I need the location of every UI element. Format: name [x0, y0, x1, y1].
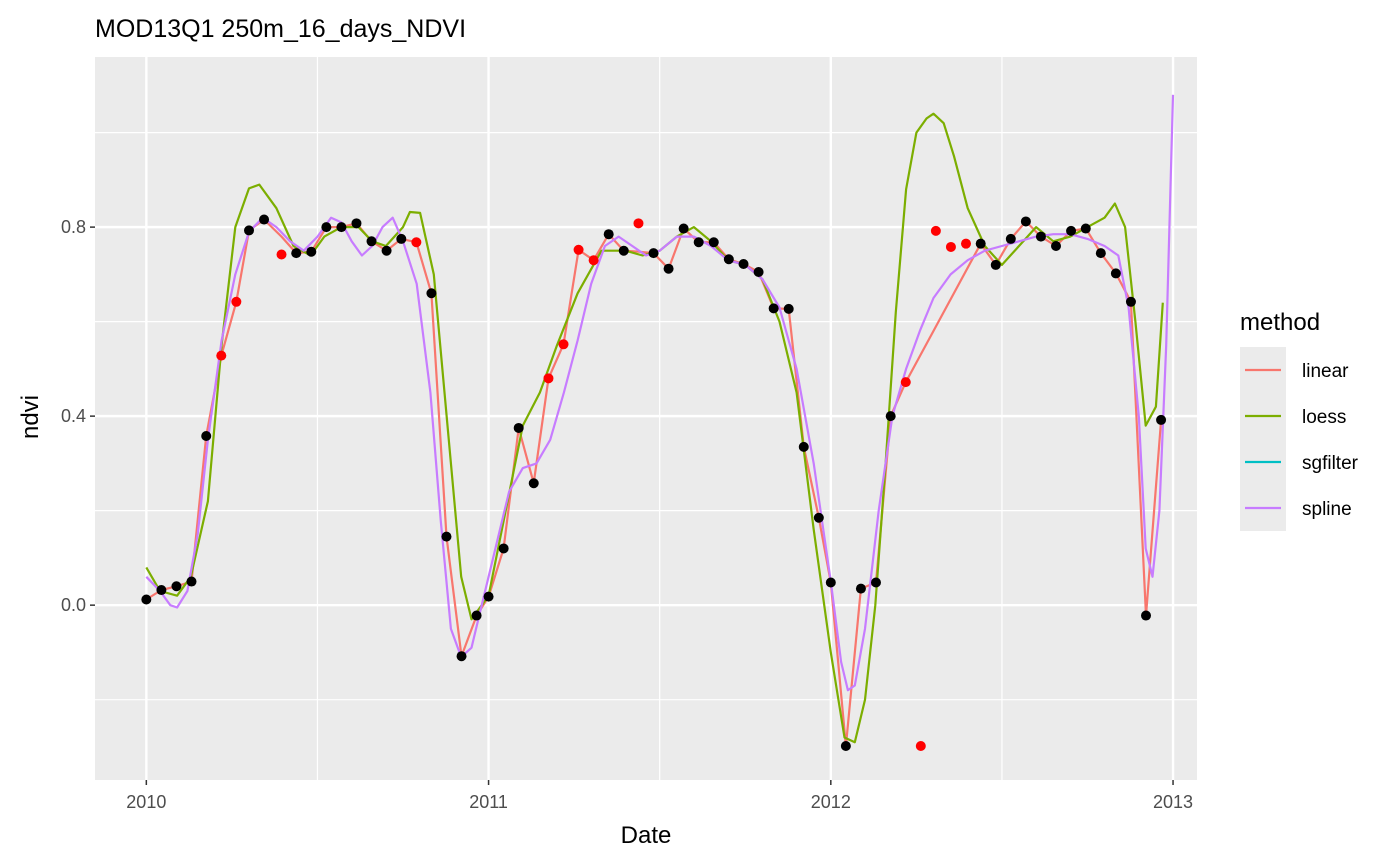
observed-point — [603, 229, 614, 240]
x-axis: 2010 2011 2012 2013 — [126, 780, 1193, 812]
flagged-point — [588, 255, 599, 266]
observed-point — [648, 248, 659, 259]
observed-point — [975, 238, 986, 249]
observed-point — [156, 585, 167, 596]
observed-point — [396, 233, 407, 244]
observed-point — [798, 441, 809, 452]
flagged-point — [543, 373, 554, 384]
observed-point — [186, 576, 197, 587]
observed-point — [1020, 216, 1031, 227]
flagged-point — [633, 218, 644, 229]
flagged-point — [216, 350, 227, 361]
observed-point — [678, 223, 689, 234]
observed-point — [753, 267, 764, 278]
flagged-point — [960, 238, 971, 249]
observed-point — [201, 430, 212, 441]
observed-point — [456, 651, 467, 662]
observed-point — [1050, 241, 1061, 252]
observed-point — [1141, 610, 1152, 621]
flagged-point — [930, 225, 941, 236]
observed-point — [321, 222, 332, 233]
observed-point — [618, 245, 629, 256]
flagged-point — [915, 740, 926, 751]
observed-point — [990, 259, 1001, 270]
legend-item-sgfilter: sgfilter — [1240, 439, 1359, 485]
y-axis: 0.0 0.4 0.8 — [61, 217, 95, 615]
flagged-point — [945, 241, 956, 252]
observed-point — [1066, 225, 1077, 236]
y-tick-label: 0.0 — [61, 595, 86, 615]
series-line-spline — [145, 94, 1175, 692]
legend-label: loess — [1302, 407, 1346, 428]
flagged-point — [276, 249, 287, 260]
legend-item-loess: loess — [1240, 393, 1346, 439]
observed-point — [1110, 268, 1121, 279]
legend: method linear loess sgfilter spline — [1240, 309, 1359, 531]
observed-point — [825, 577, 836, 588]
legend-label: spline — [1302, 499, 1352, 520]
observed-point — [723, 254, 734, 265]
x-tick-label: 2012 — [811, 792, 851, 812]
panel-background — [95, 57, 1197, 780]
observed-point — [768, 303, 779, 314]
observed-point — [513, 422, 524, 433]
observed-point — [426, 288, 437, 299]
observed-point — [855, 583, 866, 594]
observed-point — [381, 245, 392, 256]
x-tick-label: 2011 — [469, 792, 508, 812]
observed-point — [1156, 414, 1167, 425]
flagged-point — [411, 237, 422, 248]
legend-item-linear: linear — [1240, 347, 1349, 393]
observed-point — [498, 543, 509, 554]
observed-point — [351, 218, 362, 229]
observed-point — [471, 610, 482, 621]
observed-point — [663, 263, 674, 274]
plot-panel — [95, 57, 1197, 780]
y-axis-title: ndvi — [17, 395, 44, 439]
legend-item-spline: spline — [1240, 485, 1352, 531]
flagged-point — [558, 339, 569, 350]
observed-point — [813, 512, 824, 523]
observed-point — [306, 246, 317, 257]
observed-point — [1125, 296, 1136, 307]
x-axis-title: Date — [621, 822, 672, 849]
observed-point — [441, 531, 452, 542]
observed-point — [840, 740, 851, 751]
flagged-point — [573, 244, 584, 255]
observed-point — [1095, 248, 1106, 259]
observed-point — [336, 222, 347, 233]
observed-point — [259, 214, 270, 225]
legend-label: sgfilter — [1302, 453, 1359, 474]
observed-point — [738, 258, 749, 269]
legend-label: linear — [1302, 361, 1349, 382]
y-tick-label: 0.8 — [61, 217, 86, 237]
observed-point — [483, 591, 494, 602]
observed-point — [1080, 223, 1091, 234]
observed-point — [291, 248, 302, 259]
flagged-point — [900, 377, 911, 388]
legend-title: method — [1240, 309, 1320, 336]
observed-point — [1005, 233, 1016, 244]
observed-point — [366, 236, 377, 247]
observed-point — [141, 594, 152, 605]
observed-point — [783, 303, 794, 314]
observed-point — [885, 411, 896, 422]
observed-point — [171, 581, 182, 592]
x-tick-label: 2013 — [1153, 792, 1193, 812]
series-group — [141, 94, 1175, 751]
y-tick-label: 0.4 — [61, 406, 86, 426]
observed-point — [693, 237, 704, 248]
chart-title: MOD13Q1 250m_16_days_NDVI — [95, 15, 466, 43]
series-line-loess — [145, 112, 1164, 744]
observed-point — [1035, 231, 1046, 242]
observed-point — [244, 225, 255, 236]
observed-point — [870, 577, 881, 588]
observed-point — [708, 237, 719, 248]
x-tick-label: 2010 — [126, 792, 166, 812]
observed-point — [528, 478, 539, 489]
flagged-point — [231, 296, 242, 307]
